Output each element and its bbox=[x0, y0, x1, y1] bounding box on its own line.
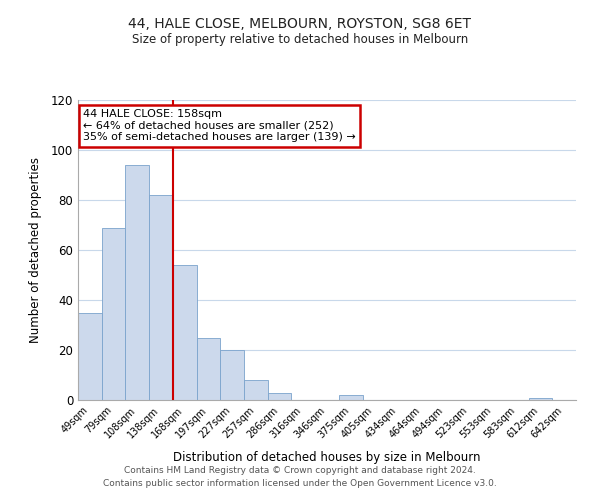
Bar bbox=[149, 195, 173, 400]
X-axis label: Distribution of detached houses by size in Melbourn: Distribution of detached houses by size … bbox=[173, 451, 481, 464]
Bar bbox=[339, 395, 362, 400]
Bar bbox=[529, 398, 552, 400]
Bar bbox=[102, 228, 125, 400]
Y-axis label: Number of detached properties: Number of detached properties bbox=[29, 157, 43, 343]
Bar bbox=[125, 165, 149, 400]
Text: Size of property relative to detached houses in Melbourn: Size of property relative to detached ho… bbox=[132, 32, 468, 46]
Bar bbox=[220, 350, 244, 400]
Bar bbox=[268, 392, 292, 400]
Bar bbox=[173, 265, 197, 400]
Bar bbox=[78, 312, 102, 400]
Bar bbox=[244, 380, 268, 400]
Text: 44 HALE CLOSE: 158sqm
← 64% of detached houses are smaller (252)
35% of semi-det: 44 HALE CLOSE: 158sqm ← 64% of detached … bbox=[83, 109, 356, 142]
Bar bbox=[197, 338, 220, 400]
Text: 44, HALE CLOSE, MELBOURN, ROYSTON, SG8 6ET: 44, HALE CLOSE, MELBOURN, ROYSTON, SG8 6… bbox=[128, 18, 472, 32]
Text: Contains HM Land Registry data © Crown copyright and database right 2024.
Contai: Contains HM Land Registry data © Crown c… bbox=[103, 466, 497, 487]
